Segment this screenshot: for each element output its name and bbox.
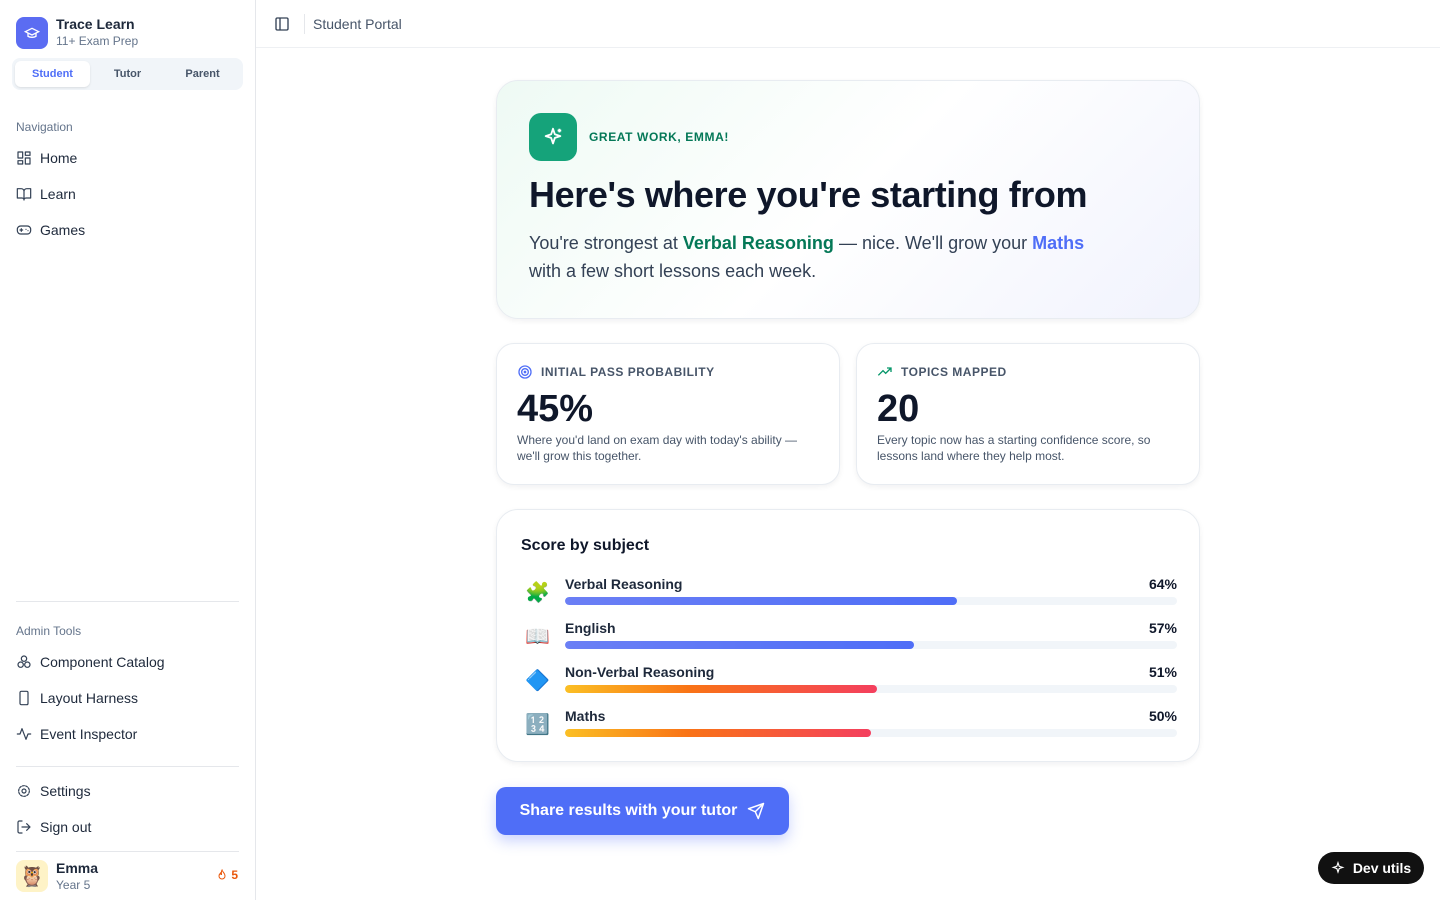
nav-item[interactable]: Event Inspector — [16, 722, 137, 746]
label-text: TOPICS MAPPED — [901, 365, 1007, 379]
divider — [304, 14, 305, 34]
stat-note: Every topic now has a starting confidenc… — [877, 433, 1151, 463]
dev-utils-button[interactable]: Dev utils — [1318, 852, 1424, 884]
stat-label: TOPICS MAPPED — [877, 364, 1007, 380]
subject-icon: 🔢 — [525, 714, 550, 736]
subject-row: 📖 English 57% — [521, 620, 1177, 660]
stat-card: TOPICS MAPPED 20 Every topic now has a s… — [856, 343, 1200, 485]
nav-label: Component Catalog — [40, 654, 165, 670]
divider — [16, 601, 239, 602]
score-bar — [565, 597, 957, 605]
text: with a few short lessons each week. — [529, 261, 817, 281]
nav-item[interactable]: Layout Harness — [16, 686, 138, 710]
scores-title: Score by subject — [521, 537, 650, 554]
brand-name: Trace Learn — [56, 16, 135, 32]
stat-value: 20 — [877, 388, 920, 430]
hero-title: Here's where you're starting from — [529, 174, 1088, 215]
score-bar — [565, 641, 914, 649]
section-heading: Navigation — [16, 120, 73, 134]
subject-score: 64% — [1148, 576, 1177, 592]
score-track — [565, 685, 1177, 693]
subject-row: 🧩 Verbal Reasoning 64% — [521, 576, 1177, 616]
sidebar-toggle[interactable] — [274, 16, 290, 32]
user-avatar: 🦉 — [16, 860, 48, 892]
hero-text: You're strongest at Verbal Reasoning — n… — [529, 229, 1089, 285]
subject-score: 57% — [1148, 620, 1177, 636]
sidebar: Trace Learn 11+ Exam Prep Student Tutor … — [0, 0, 256, 900]
hero-card: GREAT WORK, EMMA! Here's where you're st… — [496, 80, 1200, 319]
nav-label: Layout Harness — [40, 690, 139, 706]
hero-icon — [529, 113, 577, 161]
score-track — [565, 729, 1177, 737]
button-label: Dev utils — [1352, 860, 1412, 876]
topbar: Student Portal — [256, 0, 1440, 48]
hero-eyebrow: GREAT WORK, EMMA! — [589, 130, 729, 144]
brand-icon — [16, 17, 48, 49]
subject-name: English — [565, 620, 616, 636]
stat-note: Where you'd land on exam day with today'… — [517, 433, 798, 463]
nav-label: Event Inspector — [40, 726, 138, 742]
stat-label: INITIAL PASS PROBABILITY — [517, 364, 715, 380]
user-name: Emma — [56, 860, 99, 876]
text: You're strongest at — [529, 233, 683, 253]
score-track — [565, 641, 1177, 649]
nav-item[interactable]: Games — [16, 218, 85, 242]
score-bar — [565, 729, 871, 737]
divider — [16, 766, 239, 767]
scores-card: Score by subject 🧩 Verbal Reasoning 64% 📖 En… — [496, 509, 1200, 762]
nav-label: Learn — [40, 186, 76, 202]
subject-name: Non-Verbal Reasoning — [565, 664, 715, 680]
score-bar — [565, 685, 878, 693]
subject-icon: 🧩 — [525, 582, 550, 604]
share-button[interactable]: Share results with your tutor — [496, 787, 789, 835]
nav-label: Settings — [40, 783, 91, 799]
stat-card: INITIAL PASS PROBABILITY 45% Where you'd… — [496, 343, 840, 485]
streak: 5 — [216, 868, 238, 882]
subject-name: Maths — [565, 708, 606, 724]
subject-row: 🔢 Maths 50% — [521, 708, 1177, 748]
breadcrumb: Student Portal — [313, 16, 402, 32]
nav-item[interactable]: Sign out — [16, 815, 91, 839]
subject-score: 51% — [1148, 664, 1177, 680]
subject-score: 50% — [1148, 708, 1177, 724]
user-year: Year 5 — [56, 878, 91, 892]
nav-item[interactable]: Component Catalog — [16, 650, 165, 674]
nav-item[interactable]: Settings — [16, 779, 91, 803]
subject-row: 🔷 Non-Verbal Reasoning 51% — [521, 664, 1177, 704]
nav-label: Games — [40, 222, 86, 238]
section-heading: Admin Tools — [16, 624, 82, 638]
text: — nice. We'll grow your — [833, 233, 1033, 253]
nav-label: Sign out — [40, 819, 92, 835]
nav-item[interactable]: Learn — [16, 182, 76, 206]
role-tab[interactable]: Student — [15, 61, 90, 87]
subject-icon: 🔷 — [525, 670, 550, 692]
role-tabs: Student Tutor Parent — [12, 58, 243, 90]
brand-tagline: 11+ Exam Prep — [56, 34, 139, 48]
focus-subject: Maths — [1032, 233, 1085, 253]
strong-subject: Verbal Reasoning — [682, 233, 834, 253]
nav-label: Home — [40, 150, 78, 166]
nav-item[interactable]: Home — [16, 146, 77, 170]
role-tab[interactable]: Tutor — [113, 68, 142, 80]
streak-count: 5 — [231, 868, 238, 882]
button-label: Share results with your tutor — [519, 802, 738, 819]
label-text: INITIAL PASS PROBABILITY — [541, 365, 715, 379]
score-track — [565, 597, 1177, 605]
divider — [16, 851, 239, 852]
subject-name: Verbal Reasoning — [565, 576, 683, 592]
stat-value: 45% — [517, 388, 594, 430]
subject-icon: 📖 — [525, 626, 550, 648]
role-tab[interactable]: Parent — [185, 68, 220, 80]
